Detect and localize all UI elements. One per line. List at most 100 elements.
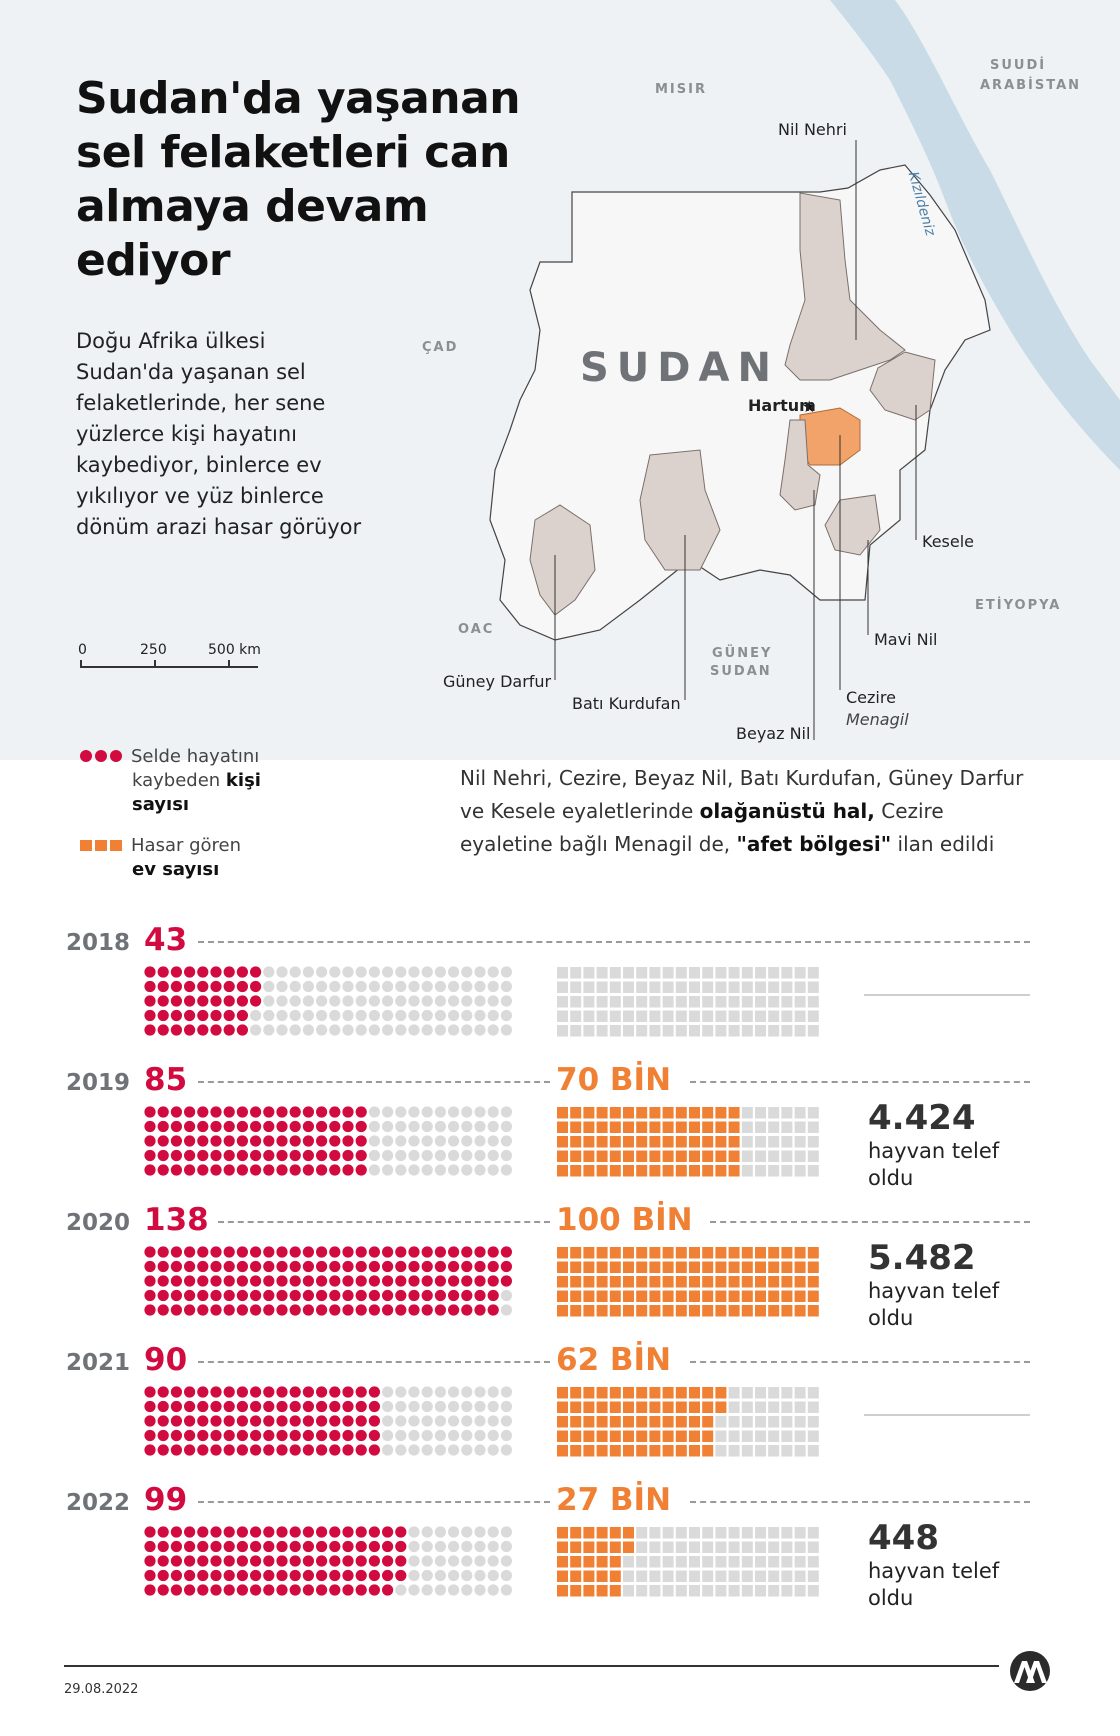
house-square-empty <box>755 1150 766 1162</box>
death-dot-filled <box>144 1569 156 1582</box>
house-square-empty <box>689 996 700 1008</box>
house-square-empty <box>794 981 806 993</box>
house-square-filled <box>715 1261 727 1273</box>
death-dot-filled <box>144 1386 156 1398</box>
house-square-filled <box>662 1107 674 1119</box>
death-dot-filled <box>236 1540 248 1553</box>
death-dot-filled <box>250 1289 262 1302</box>
death-dot-empty <box>408 966 420 978</box>
house-square-filled <box>794 1276 806 1288</box>
death-dot-filled <box>302 1120 314 1133</box>
death-dot-empty <box>448 1135 460 1147</box>
death-dot-empty <box>368 1024 380 1036</box>
death-dot-filled <box>170 995 182 1007</box>
death-dot-filled <box>316 1246 328 1258</box>
death-dot-filled <box>500 1246 512 1258</box>
house-square-filled <box>689 1430 700 1442</box>
death-dot-filled <box>157 1135 169 1147</box>
death-dot-empty <box>500 1569 512 1582</box>
death-dot-empty <box>421 1444 433 1456</box>
death-dot-empty <box>408 1569 420 1582</box>
house-square-empty <box>781 1527 793 1539</box>
house-square-empty <box>741 1165 753 1177</box>
death-dot-filled <box>289 1429 301 1442</box>
house-square-empty <box>781 1387 793 1399</box>
house-square-filled <box>570 1401 582 1413</box>
death-dot-filled <box>368 1526 380 1538</box>
death-dot-empty <box>487 1569 499 1582</box>
death-dot-empty <box>448 1386 460 1398</box>
death-dot-filled <box>197 1444 209 1456</box>
death-dot-filled <box>210 966 222 978</box>
death-dot-filled <box>197 1584 209 1596</box>
house-square-empty <box>768 1121 780 1133</box>
house-square-empty <box>689 1025 700 1037</box>
death-dot-filled <box>223 1400 235 1413</box>
house-square-filled <box>570 1430 582 1442</box>
label-etiyopya: ETİYOPYA <box>975 598 1062 613</box>
death-dot-filled <box>329 1429 341 1442</box>
house-square-empty <box>794 1585 806 1597</box>
death-dot-empty <box>329 966 341 978</box>
house-square-filled <box>715 1305 727 1317</box>
death-dot-filled <box>157 1009 169 1022</box>
death-dot-empty <box>434 1009 446 1022</box>
house-square-filled <box>583 1541 595 1553</box>
death-dot-filled <box>289 1386 301 1398</box>
death-dot-filled <box>144 1024 156 1036</box>
death-dot-empty <box>395 1400 407 1413</box>
map-drawing: ★ <box>0 0 1120 760</box>
death-dot-filled <box>210 1386 222 1398</box>
year-row-2018: 2018 43 <box>0 920 1120 1048</box>
death-dot-filled <box>289 1304 301 1316</box>
house-square-empty <box>728 1387 740 1399</box>
death-dot-filled <box>236 1260 248 1273</box>
death-dot-filled <box>144 1415 156 1427</box>
death-dot-filled <box>329 1555 341 1567</box>
house-square-empty <box>781 996 793 1008</box>
death-dot-filled <box>197 1135 209 1147</box>
death-dot-filled <box>382 1555 394 1567</box>
death-dot-filled <box>210 1135 222 1147</box>
death-dot-filled <box>236 1555 248 1567</box>
house-square-filled <box>583 1445 595 1457</box>
house-square-empty <box>807 967 819 979</box>
house-square-filled <box>583 1136 595 1148</box>
death-dot-filled <box>329 1415 341 1427</box>
death-dot-filled <box>170 1415 182 1427</box>
house-square-filled <box>755 1247 766 1259</box>
legend-deaths-line2-bold: kişi <box>225 770 261 791</box>
death-dot-filled <box>408 1260 420 1273</box>
death-dot-empty <box>474 1555 486 1567</box>
house-square-filled <box>557 1416 568 1428</box>
death-dot-filled <box>184 1415 196 1427</box>
death-dot-filled <box>276 1584 288 1596</box>
death-dot-filled <box>342 1149 354 1162</box>
house-square-empty <box>781 1107 793 1119</box>
house-square-empty <box>715 981 727 993</box>
death-dot-filled <box>184 1540 196 1553</box>
death-dot-filled <box>223 1415 235 1427</box>
death-dot-empty <box>461 1164 473 1176</box>
death-dot-filled <box>329 1569 341 1582</box>
death-dot-filled <box>157 1555 169 1567</box>
death-dot-empty <box>461 1149 473 1162</box>
death-dot-filled <box>250 995 262 1007</box>
death-dot-filled <box>434 1275 446 1287</box>
house-square-filled <box>609 1401 621 1413</box>
house-square-empty <box>623 967 634 979</box>
house-square-empty <box>741 1025 753 1037</box>
house-square-filled <box>570 1387 582 1399</box>
deaths-waffle <box>144 1386 512 1456</box>
house-square-filled <box>807 1305 819 1317</box>
house-square-empty <box>768 967 780 979</box>
footer-date: 29.08.2022 <box>64 1682 139 1697</box>
death-dot-filled <box>302 1526 314 1538</box>
house-square-filled <box>596 1247 608 1259</box>
house-square-filled <box>781 1305 793 1317</box>
scale-tick <box>228 660 230 668</box>
death-dot-filled <box>236 1415 248 1427</box>
house-square-filled <box>715 1247 727 1259</box>
death-dot-filled <box>276 1555 288 1567</box>
legend-houses: Hasar gören ev sayısı <box>80 834 241 882</box>
